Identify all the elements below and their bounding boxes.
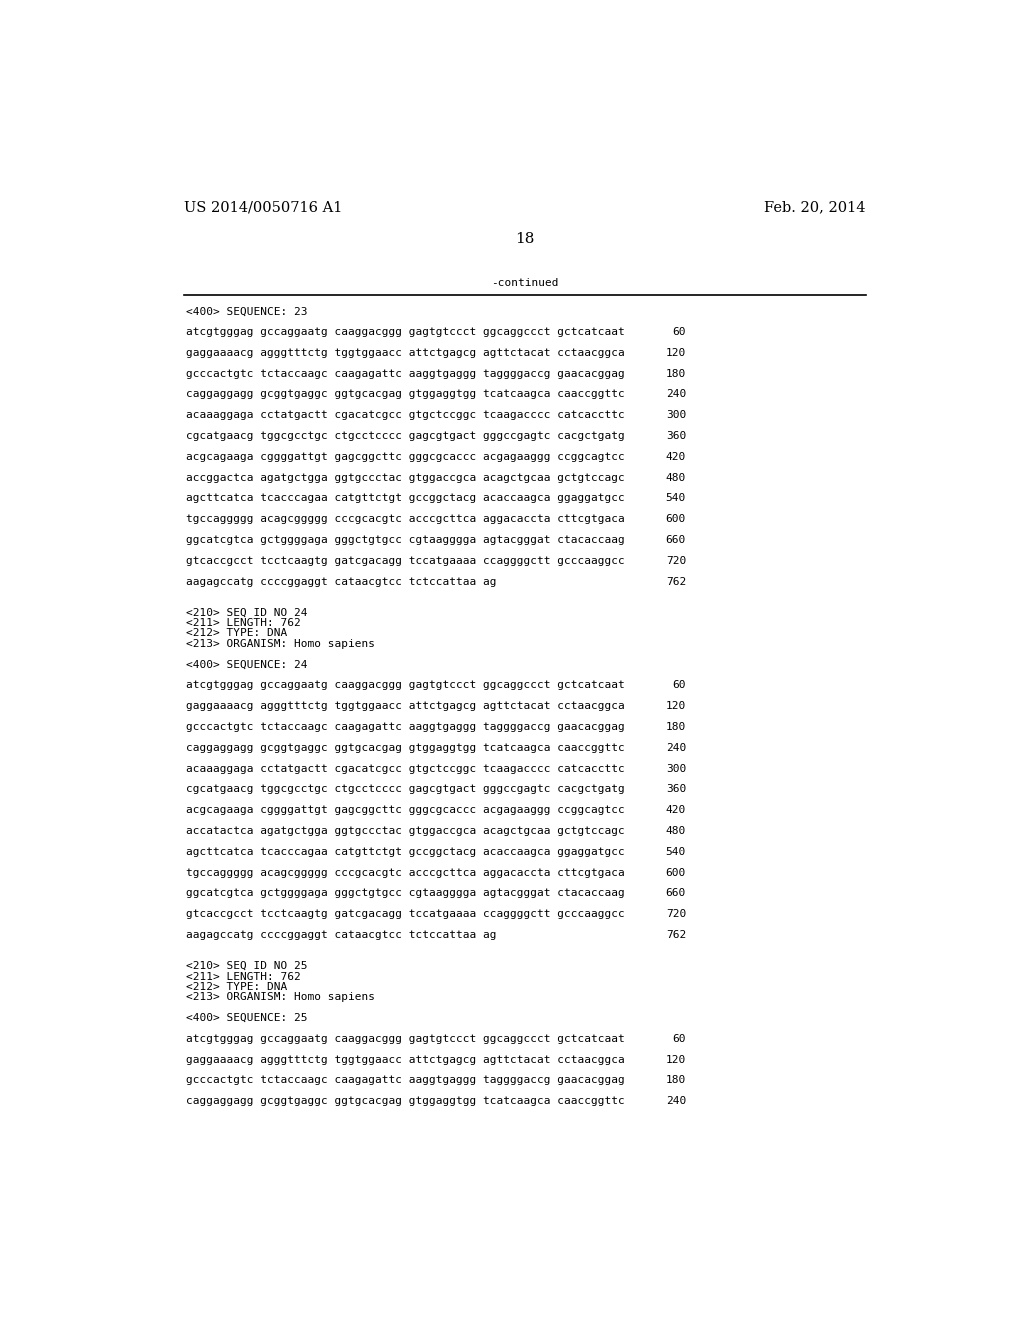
Text: 60: 60 [673,1034,686,1044]
Text: <210> SEQ ID NO 24: <210> SEQ ID NO 24 [186,607,307,618]
Text: caggaggagg gcggtgaggc ggtgcacgag gtggaggtgg tcatcaagca caaccggttc: caggaggagg gcggtgaggc ggtgcacgag gtggagg… [186,1096,625,1106]
Text: gcccactgtc tctaccaagc caagagattc aaggtgaggg taggggaccg gaacacggag: gcccactgtc tctaccaagc caagagattc aaggtga… [186,368,625,379]
Text: 180: 180 [666,722,686,733]
Text: <211> LENGTH: 762: <211> LENGTH: 762 [186,972,301,982]
Text: <211> LENGTH: 762: <211> LENGTH: 762 [186,618,301,628]
Text: Feb. 20, 2014: Feb. 20, 2014 [764,201,866,215]
Text: gcccactgtc tctaccaagc caagagattc aaggtgaggg taggggaccg gaacacggag: gcccactgtc tctaccaagc caagagattc aaggtga… [186,722,625,733]
Text: 360: 360 [666,430,686,441]
Text: 120: 120 [666,348,686,358]
Text: 180: 180 [666,1076,686,1085]
Text: 60: 60 [673,681,686,690]
Text: atcgtgggag gccaggaatg caaggacggg gagtgtccct ggcaggccct gctcatcaat: atcgtgggag gccaggaatg caaggacggg gagtgtc… [186,681,625,690]
Text: 300: 300 [666,411,686,420]
Text: US 2014/0050716 A1: US 2014/0050716 A1 [183,201,342,215]
Text: 720: 720 [666,556,686,566]
Text: agcttcatca tcacccagaa catgttctgt gccggctacg acaccaagca ggaggatgcc: agcttcatca tcacccagaa catgttctgt gccggct… [186,847,625,857]
Text: acaaaggaga cctatgactt cgacatcgcc gtgctccggc tcaagacccc catcaccttc: acaaaggaga cctatgactt cgacatcgcc gtgctcc… [186,763,625,774]
Text: 240: 240 [666,743,686,752]
Text: acgcagaaga cggggattgt gagcggcttc gggcgcaccc acgagaaggg ccggcagtcc: acgcagaaga cggggattgt gagcggcttc gggcgca… [186,451,625,462]
Text: 762: 762 [666,577,686,586]
Text: <400> SEQUENCE: 24: <400> SEQUENCE: 24 [186,660,307,669]
Text: gaggaaaacg agggtttctg tggtggaacc attctgagcg agttctacat cctaacggca: gaggaaaacg agggtttctg tggtggaacc attctga… [186,1055,625,1065]
Text: gaggaaaacg agggtttctg tggtggaacc attctgagcg agttctacat cctaacggca: gaggaaaacg agggtttctg tggtggaacc attctga… [186,701,625,711]
Text: <400> SEQUENCE: 23: <400> SEQUENCE: 23 [186,306,307,317]
Text: acaaaggaga cctatgactt cgacatcgcc gtgctccggc tcaagacccc catcaccttc: acaaaggaga cctatgactt cgacatcgcc gtgctcc… [186,411,625,420]
Text: 660: 660 [666,535,686,545]
Text: gaggaaaacg agggtttctg tggtggaacc attctgagcg agttctacat cctaacggca: gaggaaaacg agggtttctg tggtggaacc attctga… [186,348,625,358]
Text: 240: 240 [666,389,686,400]
Text: 540: 540 [666,494,686,503]
Text: 480: 480 [666,826,686,836]
Text: <212> TYPE: DNA: <212> TYPE: DNA [186,628,288,639]
Text: 540: 540 [666,847,686,857]
Text: tgccaggggg acagcggggg cccgcacgtc acccgcttca aggacaccta cttcgtgaca: tgccaggggg acagcggggg cccgcacgtc acccgct… [186,515,625,524]
Text: 420: 420 [666,451,686,462]
Text: <210> SEQ ID NO 25: <210> SEQ ID NO 25 [186,961,307,972]
Text: tgccaggggg acagcggggg cccgcacgtc acccgcttca aggacaccta cttcgtgaca: tgccaggggg acagcggggg cccgcacgtc acccgct… [186,867,625,878]
Text: cgcatgaacg tggcgcctgc ctgcctcccc gagcgtgact gggccgagtc cacgctgatg: cgcatgaacg tggcgcctgc ctgcctcccc gagcgtg… [186,784,625,795]
Text: 420: 420 [666,805,686,816]
Text: accatactca agatgctgga ggtgccctac gtggaccgca acagctgcaa gctgtccagc: accatactca agatgctgga ggtgccctac gtggacc… [186,826,625,836]
Text: -continued: -continued [492,277,558,288]
Text: 60: 60 [673,327,686,337]
Text: accggactca agatgctgga ggtgccctac gtggaccgca acagctgcaa gctgtccagc: accggactca agatgctgga ggtgccctac gtggacc… [186,473,625,483]
Text: <212> TYPE: DNA: <212> TYPE: DNA [186,982,288,991]
Text: atcgtgggag gccaggaatg caaggacggg gagtgtccct ggcaggccct gctcatcaat: atcgtgggag gccaggaatg caaggacggg gagtgtc… [186,1034,625,1044]
Text: ggcatcgtca gctggggaga gggctgtgcc cgtaagggga agtacgggat ctacaccaag: ggcatcgtca gctggggaga gggctgtgcc cgtaagg… [186,888,625,899]
Text: <213> ORGANISM: Homo sapiens: <213> ORGANISM: Homo sapiens [186,993,375,1002]
Text: gcccactgtc tctaccaagc caagagattc aaggtgaggg taggggaccg gaacacggag: gcccactgtc tctaccaagc caagagattc aaggtga… [186,1076,625,1085]
Text: caggaggagg gcggtgaggc ggtgcacgag gtggaggtgg tcatcaagca caaccggttc: caggaggagg gcggtgaggc ggtgcacgag gtggagg… [186,743,625,752]
Text: gtcaccgcct tcctcaagtg gatcgacagg tccatgaaaa ccaggggctt gcccaaggcc: gtcaccgcct tcctcaagtg gatcgacagg tccatga… [186,556,625,566]
Text: <400> SEQUENCE: 25: <400> SEQUENCE: 25 [186,1014,307,1023]
Text: agcttcatca tcacccagaa catgttctgt gccggctacg acaccaagca ggaggatgcc: agcttcatca tcacccagaa catgttctgt gccggct… [186,494,625,503]
Text: aagagccatg ccccggaggt cataacgtcc tctccattaa ag: aagagccatg ccccggaggt cataacgtcc tctccat… [186,929,497,940]
Text: 720: 720 [666,909,686,919]
Text: 300: 300 [666,763,686,774]
Text: atcgtgggag gccaggaatg caaggacggg gagtgtccct ggcaggccct gctcatcaat: atcgtgggag gccaggaatg caaggacggg gagtgtc… [186,327,625,337]
Text: cgcatgaacg tggcgcctgc ctgcctcccc gagcgtgact gggccgagtc cacgctgatg: cgcatgaacg tggcgcctgc ctgcctcccc gagcgtg… [186,430,625,441]
Text: 600: 600 [666,867,686,878]
Text: 240: 240 [666,1096,686,1106]
Text: 180: 180 [666,368,686,379]
Text: 120: 120 [666,701,686,711]
Text: <213> ORGANISM: Homo sapiens: <213> ORGANISM: Homo sapiens [186,639,375,649]
Text: acgcagaaga cggggattgt gagcggcttc gggcgcaccc acgagaaggg ccggcagtcc: acgcagaaga cggggattgt gagcggcttc gggcgca… [186,805,625,816]
Text: 600: 600 [666,515,686,524]
Text: 18: 18 [515,231,535,246]
Text: 762: 762 [666,929,686,940]
Text: gtcaccgcct tcctcaagtg gatcgacagg tccatgaaaa ccaggggctt gcccaaggcc: gtcaccgcct tcctcaagtg gatcgacagg tccatga… [186,909,625,919]
Text: aagagccatg ccccggaggt cataacgtcc tctccattaa ag: aagagccatg ccccggaggt cataacgtcc tctccat… [186,577,497,586]
Text: 480: 480 [666,473,686,483]
Text: ggcatcgtca gctggggaga gggctgtgcc cgtaagggga agtacgggat ctacaccaag: ggcatcgtca gctggggaga gggctgtgcc cgtaagg… [186,535,625,545]
Text: 120: 120 [666,1055,686,1065]
Text: caggaggagg gcggtgaggc ggtgcacgag gtggaggtgg tcatcaagca caaccggttc: caggaggagg gcggtgaggc ggtgcacgag gtggagg… [186,389,625,400]
Text: 360: 360 [666,784,686,795]
Text: 660: 660 [666,888,686,899]
